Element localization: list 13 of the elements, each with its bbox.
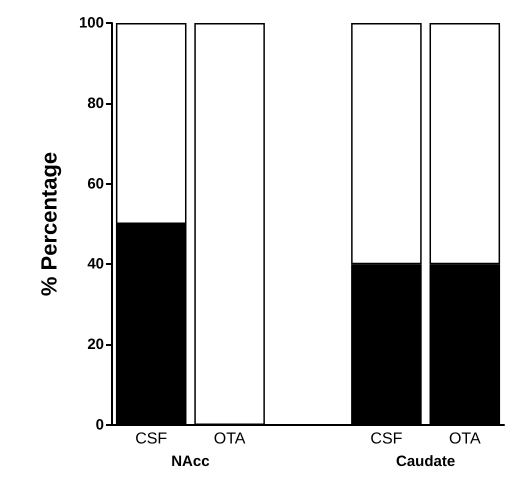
y-axis-title: % Percentage [36,152,62,296]
y-tick-label: 60 [87,175,104,192]
text: Caudate [396,453,456,470]
y-tick-label: 0 [96,416,104,434]
x-tick-label: OTA [448,430,481,448]
y-tick-label: 40 [87,256,104,273]
y-tick-label: 100 [78,14,104,32]
x-tick-label: OTA [214,430,246,448]
y-tick-label: 80 [87,94,104,112]
x-tick-label: CSF [135,430,168,448]
text: NAcc [171,453,210,470]
y-tick-label: 20 [87,336,104,354]
x-tick-label: CSF [370,430,403,448]
